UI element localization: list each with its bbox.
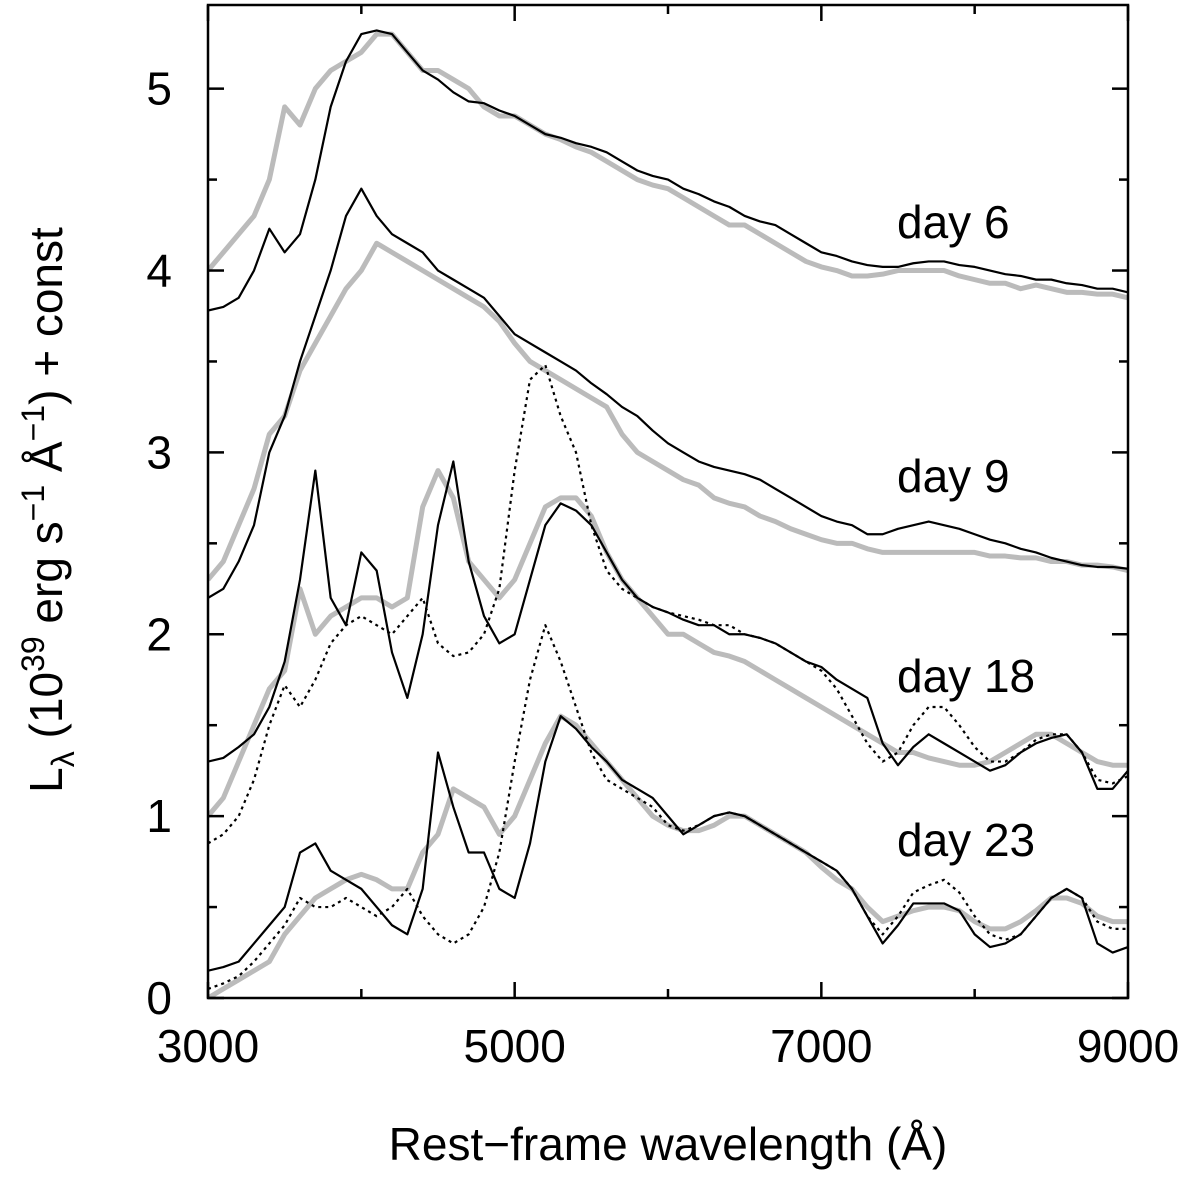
plot-area xyxy=(208,29,1128,998)
annotation: day 18 xyxy=(897,650,1035,702)
model-spectrum xyxy=(208,715,1128,972)
y-label-part: ) + const xyxy=(20,227,72,405)
observed-spectrum xyxy=(208,240,1128,582)
observed-spectrum xyxy=(208,468,1128,818)
annotation: day 9 xyxy=(897,450,1010,502)
y-tick-label: 1 xyxy=(146,790,172,842)
x-tick-label: 7000 xyxy=(770,1020,872,1072)
x-axis-label: Rest−frame wavelength (Å) xyxy=(389,1118,948,1170)
y-label-part: Å xyxy=(20,441,72,485)
y-axis-label: Lλ (1039 erg s−1 Å−1) + const xyxy=(15,227,81,793)
y-tick-label: 3 xyxy=(146,426,172,478)
x-tick-label: 9000 xyxy=(1077,1020,1179,1072)
y-tick-label: 5 xyxy=(146,63,172,115)
y-label-part: λ xyxy=(45,751,81,767)
y-label-part: (10 xyxy=(20,672,72,751)
y-label-part: 39 xyxy=(15,636,51,672)
model-spectrum xyxy=(208,187,1128,599)
y-label-part: L xyxy=(20,767,72,793)
y-tick-label: 0 xyxy=(146,972,172,1024)
y-tick-label: 4 xyxy=(146,245,172,297)
model-spectrum xyxy=(208,460,1128,790)
observed-spectrum xyxy=(208,713,1128,998)
y-label-part: −1 xyxy=(15,485,51,521)
annotation: day 23 xyxy=(897,814,1035,866)
model-spectrum xyxy=(208,29,1128,312)
x-tick-label: 5000 xyxy=(463,1020,565,1072)
y-label-part: −1 xyxy=(15,405,51,441)
x-tick-label: 3000 xyxy=(157,1020,259,1072)
model-spectrum-dotted xyxy=(208,624,1128,990)
y-label-part: erg s xyxy=(20,521,72,636)
observed-spectrum xyxy=(208,31,1128,301)
annotation: day 6 xyxy=(897,196,1010,248)
y-tick-label: 2 xyxy=(146,608,172,660)
